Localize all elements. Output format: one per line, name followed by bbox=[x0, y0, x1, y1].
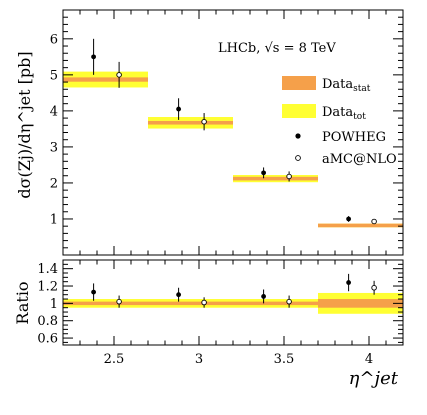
legend-marker-amcnlo bbox=[295, 155, 301, 161]
ratio-ytick-label-2: 1 bbox=[50, 297, 58, 312]
ratio-ytick-label-1: 0.8 bbox=[37, 314, 58, 329]
tick-labels: 2.5 3 3.5 4 1 2 3 4 5 6 0.6 0.8 1 1.2 1.4 bbox=[37, 32, 373, 367]
svg-text:Ratio: Ratio bbox=[13, 281, 32, 324]
ratio-amcnlo-point-0 bbox=[116, 298, 122, 305]
main-amcnlo-point-3 bbox=[371, 218, 377, 225]
legend-label-data-stat-sub: stat bbox=[353, 84, 371, 94]
ratio-ytick-label-3: 1.2 bbox=[37, 280, 58, 295]
main-ytick-label-4: 5 bbox=[50, 68, 58, 83]
ratio-powheg-point-0 bbox=[91, 289, 96, 295]
main-prediction-points bbox=[91, 38, 377, 225]
legend-swatch-data-tot bbox=[282, 104, 316, 118]
experiment-label-text: LHCb, √s = 8 TeV bbox=[218, 41, 336, 56]
ratio-ytick-label-0: 0.6 bbox=[37, 332, 58, 347]
ratio-ytick-label-4: 1.4 bbox=[37, 262, 58, 277]
ratio-band-stat-0 bbox=[63, 301, 148, 306]
main-ytick-label-2: 3 bbox=[50, 140, 58, 155]
svg-text:dσ(Zj)/dη^jet [pb]: dσ(Zj)/dη^jet [pb] bbox=[15, 51, 34, 198]
main-amcnlo-point-1 bbox=[201, 118, 207, 125]
ratio-band-stat-2 bbox=[233, 301, 318, 306]
axes bbox=[62, 9, 404, 346]
ratio-band-stat-3 bbox=[318, 299, 403, 308]
legend-swatch-data-stat bbox=[282, 76, 316, 90]
main-amcnlo-point-2 bbox=[286, 173, 292, 180]
ratio-powheg-point-2 bbox=[261, 294, 266, 299]
ratio-powheg-point-1 bbox=[176, 292, 182, 298]
legend-label-amcnlo: aMC@NLO bbox=[322, 152, 397, 167]
main-ytick-label-3: 4 bbox=[50, 104, 58, 119]
xtick-label-3: 4 bbox=[365, 352, 373, 367]
xtick-label-1: 3 bbox=[195, 352, 203, 367]
ratio-prediction-points bbox=[91, 273, 377, 308]
main-band-stat-3 bbox=[318, 223, 403, 228]
ratio-data-bands bbox=[63, 292, 403, 314]
ratio-amcnlo-point-2 bbox=[286, 298, 292, 305]
xtick-label-0: 2.5 bbox=[104, 352, 125, 367]
main-band-stat-1 bbox=[148, 120, 233, 125]
xlabel: η^jet bbox=[349, 368, 399, 389]
experiment-label: LHCb, √s = 8 TeV bbox=[218, 41, 336, 56]
main-powheg-point-2 bbox=[261, 170, 266, 176]
main-powheg-point-1 bbox=[176, 106, 182, 112]
xtick-label-2: 3.5 bbox=[274, 352, 295, 367]
ratio-band-stat-1 bbox=[148, 301, 233, 306]
main-amcnlo-point-0 bbox=[116, 72, 122, 78]
main-powheg-point-3 bbox=[346, 216, 351, 222]
main-ytick-label-0: 1 bbox=[50, 212, 58, 227]
ratio-amcnlo-point-3 bbox=[371, 285, 377, 291]
legend-label-data-tot: Datatot bbox=[322, 105, 366, 122]
main-ytick-label-5: 6 bbox=[50, 32, 58, 47]
main-band-stat-2 bbox=[233, 176, 318, 181]
main-ylabel-text: dσ(Zj)/dη^jet [pb] bbox=[15, 51, 34, 198]
ratio-amcnlo-point-1 bbox=[201, 299, 207, 306]
legend-label-data-stat-main: Data bbox=[322, 77, 353, 92]
main-ytick-label-1: 2 bbox=[50, 176, 58, 191]
ratio-powheg-point-3 bbox=[346, 280, 351, 285]
legend-label-powheg: POWHEG bbox=[322, 130, 386, 145]
legend-label-data-stat: Datastat bbox=[322, 77, 371, 94]
legend-marker-powheg bbox=[295, 133, 301, 139]
ratio-ylabel: Ratio bbox=[13, 281, 32, 324]
legend-label-data-tot-main: Data bbox=[322, 105, 353, 120]
main-ylabel: dσ(Zj)/dη^jet [pb] bbox=[15, 51, 34, 198]
main-data-bands bbox=[63, 71, 403, 228]
legend-label-data-tot-sub: tot bbox=[353, 112, 366, 122]
main-band-stat-0 bbox=[63, 77, 148, 82]
legend: Datastat Datatot POWHEG aMC@NLO bbox=[282, 76, 397, 167]
main-powheg-point-0 bbox=[91, 54, 96, 60]
